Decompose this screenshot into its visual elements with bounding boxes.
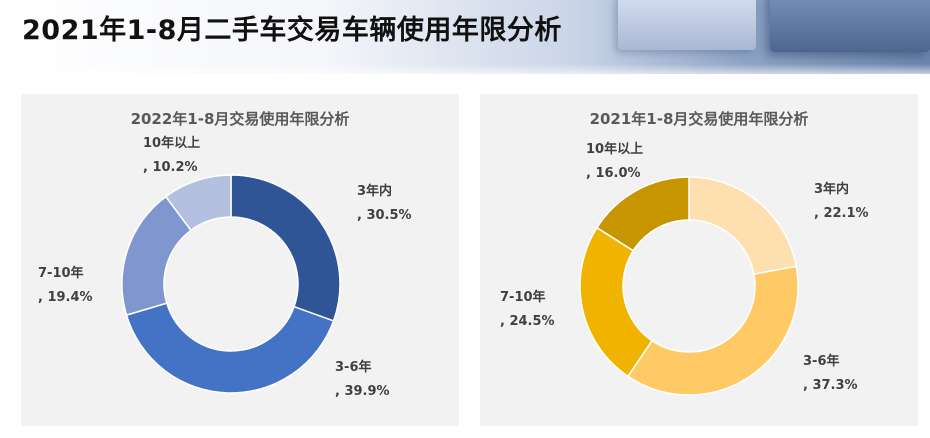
data-label-3-6-years: 3-6年 , 37.3%	[803, 350, 858, 398]
banner-cube-decoration	[618, 0, 756, 50]
label-value: , 10.2%	[143, 160, 198, 175]
label-category: 3-6年	[335, 360, 372, 375]
banner-cube-decoration	[770, 0, 930, 52]
donut-chart	[121, 174, 341, 394]
label-value: , 16.0%	[586, 166, 641, 181]
label-value: , 19.4%	[38, 290, 93, 305]
label-category: 3年内	[814, 182, 850, 197]
donut-chart	[579, 176, 799, 396]
data-label-10-plus-years: 10年以上 , 10.2%	[143, 132, 200, 180]
chart-panel-2021: 2021年1-8月交易使用年限分析 3年内 , 22.1% 3-6年 , 37.…	[480, 94, 918, 426]
slice-7-10-years	[579, 226, 654, 378]
data-label-7-10-years: 7-10年 , 19.4%	[38, 262, 93, 310]
header-banner	[0, 0, 930, 74]
label-category: 10年以上	[586, 142, 644, 157]
data-label-3-years: 3年内 , 22.1%	[814, 178, 869, 226]
label-value: , 39.9%	[335, 384, 390, 399]
label-category: 7-10年	[500, 290, 546, 305]
data-label-3-years: 3年内 , 30.5%	[357, 180, 412, 228]
page-title: 2021年1-8月二手车交易车辆使用年限分析	[22, 15, 562, 46]
slice-3-years	[230, 174, 341, 322]
label-value: , 22.1%	[814, 206, 869, 221]
chart-title: 2021年1-8月交易使用年限分析	[589, 110, 809, 128]
label-value: , 30.5%	[357, 208, 412, 223]
chart-title: 2022年1-8月交易使用年限分析	[130, 110, 350, 128]
data-label-7-10-years: 7-10年 , 24.5%	[500, 286, 555, 334]
slice-10-plus-years	[595, 176, 690, 252]
chart-panel-2022: 2022年1-8月交易使用年限分析 3年内 , 30.5% 3-6年 , 39.…	[21, 94, 459, 426]
label-value: , 24.5%	[500, 314, 555, 329]
label-value: , 37.3%	[803, 378, 858, 393]
label-category: 7-10年	[38, 266, 84, 281]
data-label-3-6-years: 3-6年 , 39.9%	[335, 356, 390, 404]
slice-3-years	[688, 176, 798, 276]
data-label-10-plus-years: 10年以上 , 16.0%	[586, 138, 643, 186]
banner-fade	[0, 64, 930, 74]
slice-3-6-years	[626, 265, 799, 396]
label-category: 3-6年	[803, 354, 840, 369]
slice-3-6-years	[125, 302, 335, 394]
slice-10-plus-years	[164, 174, 232, 232]
label-category: 3年内	[357, 184, 393, 199]
label-category: 10年以上	[143, 136, 201, 151]
